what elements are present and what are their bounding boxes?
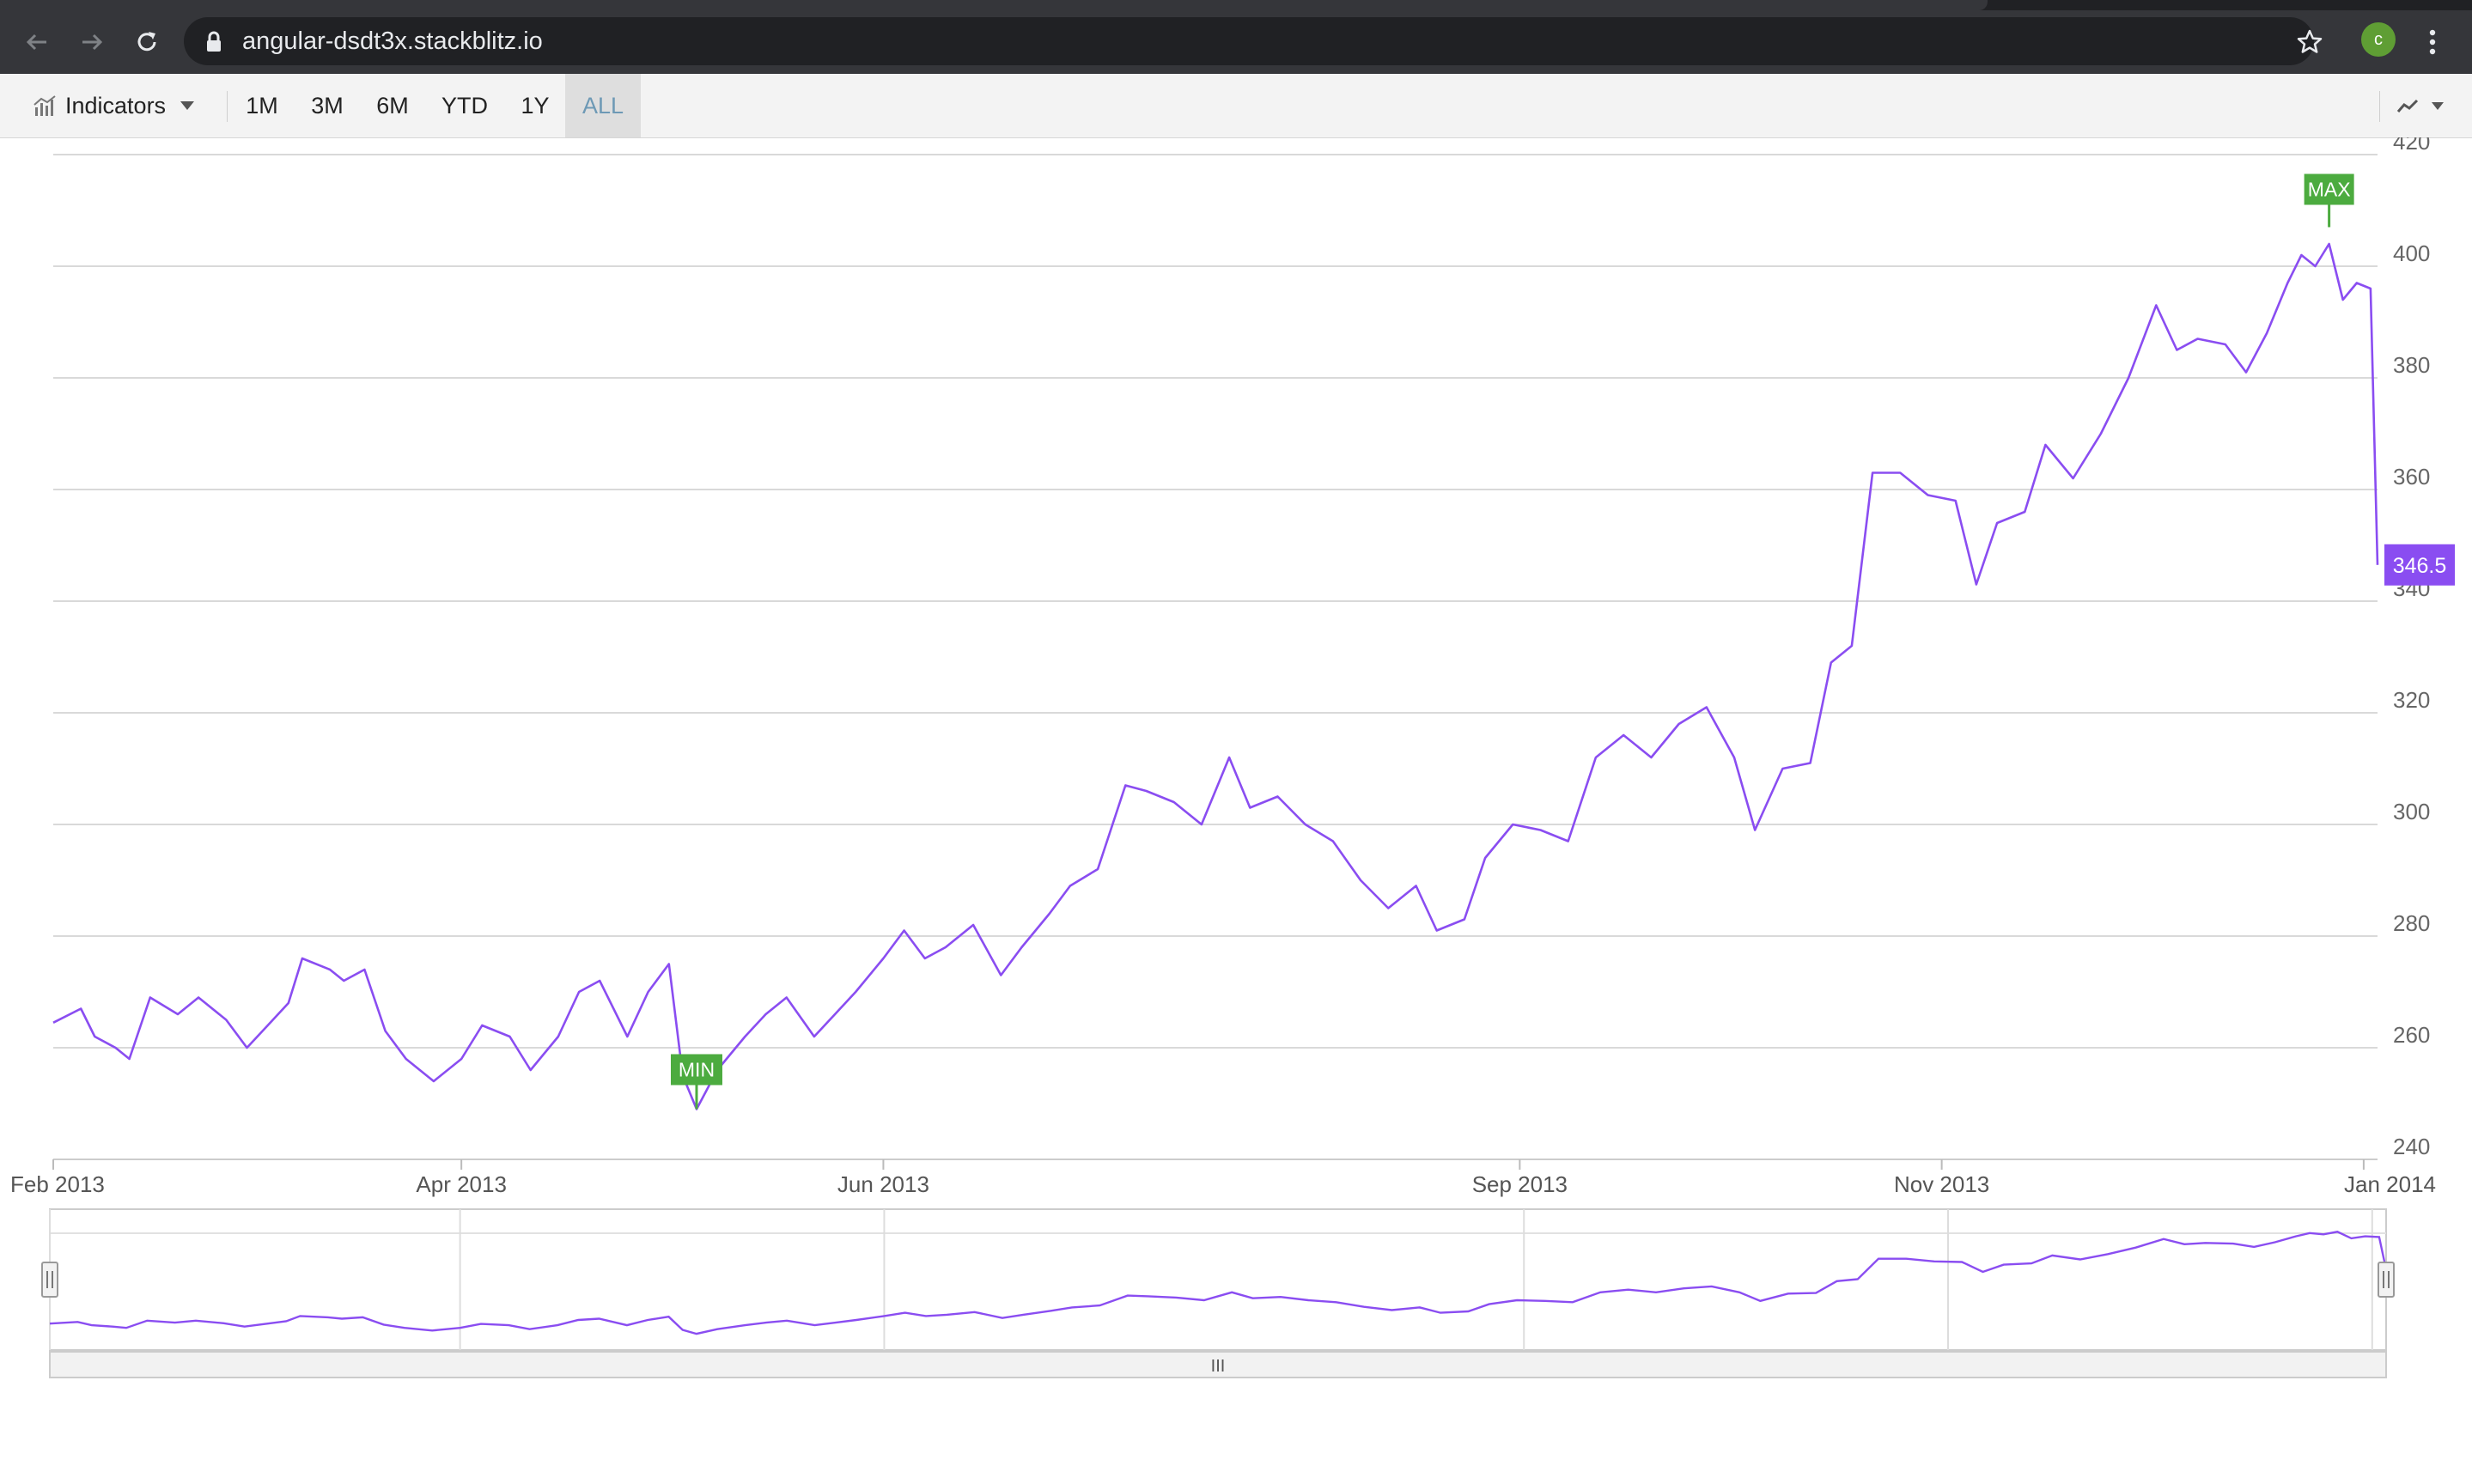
y-tick-label: 260 [2393,1022,2430,1048]
chevron-down-icon [180,100,195,111]
grip-handle-icon [41,1262,58,1298]
annotations: MIN MAX 346.5 [670,173,2455,1110]
period-button-1y[interactable]: 1Y [521,92,550,119]
scrollbar-grip: III [1211,1357,1226,1376]
browser-top-bar: angular-dsdt3x.stackblitz.io c [0,0,2472,74]
tab-strip [0,0,2472,10]
indicators-dropdown[interactable]: Indicators [33,74,204,137]
navigator-line [49,1231,2388,1335]
active-tab[interactable] [0,0,1988,10]
annotation-badge [670,1054,722,1086]
y-tick-label: 360 [2393,464,2430,490]
annotation-label: MIN [679,1059,715,1081]
navigator[interactable]: III [41,1208,2395,1378]
y-tick-label: 240 [2393,1134,2430,1159]
series-layer [52,242,2379,1110]
period-button-all[interactable]: ALL [565,74,641,137]
period-button-6m[interactable]: 6M [376,92,409,119]
period-button-ytd[interactable]: YTD [441,92,488,119]
lock-icon[interactable] [199,24,228,60]
x-tick-label: Jan 2014 [2344,1171,2436,1197]
toolbar-divider [227,91,228,122]
url-text[interactable]: angular-dsdt3x.stackblitz.io [242,27,543,55]
back-arrow-icon[interactable] [19,24,55,60]
y-tick-label: 380 [2393,352,2430,378]
chevron-down-icon [2431,101,2445,111]
toolbar-divider [2379,91,2380,122]
line-chart-icon [2396,97,2424,114]
navigator-scrollbar[interactable] [49,1351,2387,1378]
x-tick-label: Nov 2013 [1894,1171,1989,1197]
annotation-label: MAX [2308,179,2351,201]
indicators-label: Indicators [65,92,167,119]
x-tick-label: Jun 2013 [837,1171,929,1197]
forward-arrow-icon[interactable] [74,24,110,60]
kebab-menu-icon[interactable] [2417,24,2448,60]
y-tick-label: 420 [2393,137,2430,155]
period-button-3m[interactable]: 3M [311,92,344,119]
chart-type-dropdown[interactable] [2396,74,2451,137]
y-tick-label: 300 [2393,799,2430,824]
navigator-handle-right[interactable] [2378,1262,2395,1298]
navigator-frame [49,1208,2387,1351]
reload-icon[interactable] [129,24,165,60]
indicators-icon [33,94,57,118]
annotation-badge [2304,173,2354,205]
y-tick-label: 280 [2393,910,2430,936]
period-button-1m[interactable]: 1M [246,92,278,119]
last-value-badge [2384,544,2455,586]
x-tick-label: Feb 2013 [10,1171,105,1197]
x-tick-label: Sep 2013 [1472,1171,1568,1197]
last-value-label: 346.5 [2393,554,2447,578]
x-tick-label: Apr 2013 [416,1171,507,1197]
grid-lines [53,154,2378,1160]
address-bar[interactable] [184,17,2314,65]
avatar[interactable]: c [2361,22,2396,57]
navigator-handle-left[interactable] [41,1262,58,1298]
y-tick-label: 320 [2393,687,2430,713]
grip-handle-icon [2378,1262,2395,1298]
price-line [52,242,2379,1110]
y-tick-label: 400 [2393,240,2430,266]
chart-toolbar: Indicators 1M 3M 6M YTD 1Y ALL [0,74,2472,138]
star-icon[interactable] [2292,24,2328,60]
